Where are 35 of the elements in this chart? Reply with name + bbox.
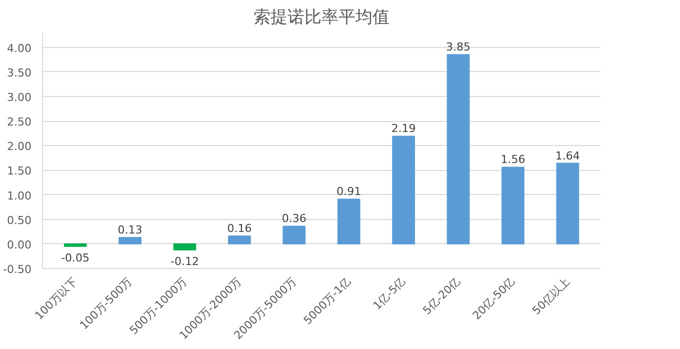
bar — [228, 236, 251, 244]
chart-title: 索提诺比率平均值 — [254, 8, 390, 28]
bar — [446, 54, 470, 244]
data-label: 0.16 — [227, 222, 252, 236]
data-label: 0.91 — [336, 185, 362, 198]
y-tick-label: -0.50 — [3, 263, 32, 276]
y-tick-label: 4.00 — [7, 42, 32, 55]
bar — [282, 226, 306, 244]
data-label: 0.36 — [282, 212, 306, 226]
bar — [392, 136, 415, 244]
x-tick-label: 1亿-5亿 — [370, 274, 408, 312]
y-tick-label: 2.00 — [7, 140, 32, 154]
bar — [337, 198, 360, 244]
y-tick-label: 3.50 — [7, 66, 32, 80]
x-tick-label: 50亿以上 — [530, 274, 572, 318]
bar — [64, 243, 87, 247]
data-label: 1.64 — [555, 149, 580, 162]
x-tick-label: 5亿-20亿 — [420, 274, 463, 318]
bar — [173, 243, 196, 250]
bar — [118, 237, 142, 244]
data-label: 1.56 — [500, 153, 526, 166]
x-tick-label: 20亿-50亿 — [470, 274, 518, 322]
y-tick-label: 2.50 — [7, 116, 32, 128]
data-label: -0.05 — [61, 251, 90, 264]
y-tick-label: 0.50 — [7, 214, 32, 227]
data-label: 3.85 — [446, 40, 471, 54]
bar — [556, 162, 580, 244]
bar — [502, 166, 524, 244]
y-tick-label: 1.50 — [7, 164, 32, 178]
data-label: -0.12 — [170, 254, 199, 268]
data-label: 0.13 — [118, 224, 142, 237]
y-tick-label: 3.00 — [7, 90, 32, 104]
data-label: 2.19 — [391, 122, 416, 136]
y-tick-label: 0.00 — [7, 238, 32, 252]
y-tick-label: 1.00 — [7, 189, 32, 202]
